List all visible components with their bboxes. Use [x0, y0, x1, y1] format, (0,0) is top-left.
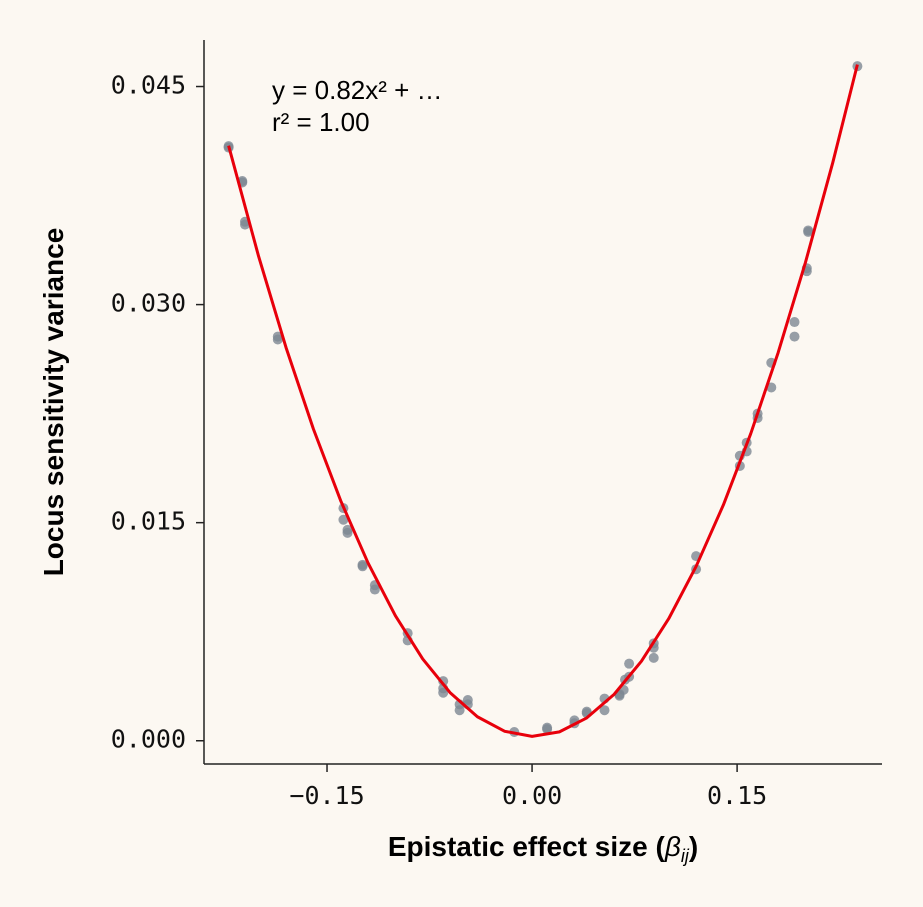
x-label-text: Epistatic effect size (: [388, 831, 666, 862]
y-axis-label: Locus sensitivity variance: [38, 228, 69, 577]
x-label-subscript: ij: [681, 846, 690, 866]
x-tick-label: 0.15: [707, 781, 767, 810]
annotation: r² = 1.00: [272, 107, 370, 137]
x-label-close: ): [689, 831, 698, 862]
data-point: [438, 676, 449, 687]
x-label-symbol: β: [664, 831, 681, 862]
data-point: [803, 226, 814, 237]
data-point: [369, 584, 380, 595]
data-point: [338, 514, 349, 525]
y-tick-label: 0.000: [111, 725, 186, 754]
data-point: [454, 705, 465, 716]
x-tick-label: −0.15: [289, 781, 364, 810]
data-point: [648, 652, 659, 663]
y-tick-label: 0.015: [111, 507, 186, 536]
data-point: [789, 331, 800, 342]
data-point: [438, 687, 449, 698]
data-point: [240, 219, 251, 230]
data-point: [542, 724, 553, 735]
x-axis-label: Epistatic effect size (βij): [388, 831, 698, 866]
fit-curve: [227, 64, 859, 738]
y-tick-label: 0.030: [111, 289, 186, 318]
x-tick-label: 0.00: [502, 781, 562, 810]
y-tick-label: 0.045: [111, 71, 186, 100]
data-point: [599, 705, 610, 716]
data-point: [789, 317, 800, 328]
data-point: [357, 561, 368, 572]
data-point: [624, 658, 635, 669]
annotation: y = 0.82x² + …: [272, 75, 443, 105]
data-point: [342, 527, 353, 538]
data-point: [272, 334, 283, 345]
